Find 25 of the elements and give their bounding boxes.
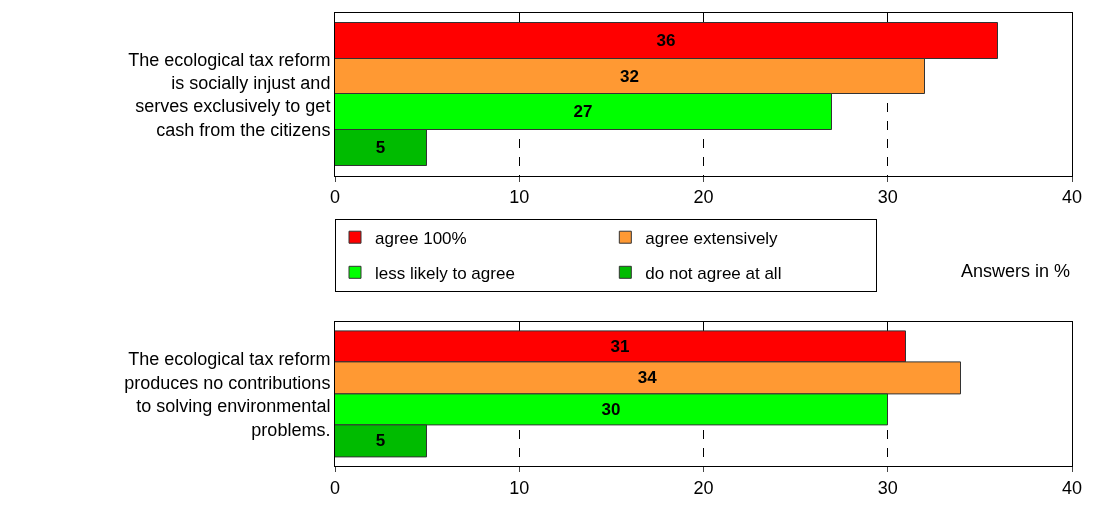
y-tick-label: The ecological tax reform is socially injust and serves exclusively to get cash from the citizens: [128, 49, 331, 140]
x-tick-label: 0: [329, 477, 341, 498]
x-tick-label: 40: [1061, 187, 1083, 208]
data-label: 32: [620, 66, 639, 86]
data-label: 36: [656, 31, 676, 50]
legend-label: do not agree at all: [645, 263, 782, 283]
legend-label: less likely to agree: [375, 263, 515, 283]
x-tick-label: 20: [693, 187, 714, 208]
data-label: 5: [375, 431, 386, 451]
legend-label: agree 100%: [375, 228, 467, 248]
data-label: 31: [610, 336, 630, 356]
legend-label: agree extensively: [645, 228, 779, 248]
x-tick-label: 10: [509, 187, 530, 208]
text: Answers in %: [961, 261, 1071, 281]
y-tick-label: The ecological tax reform produces no contributions to solving environmental problems.: [124, 349, 331, 440]
data-label: 34: [637, 368, 658, 388]
data-label: 30: [601, 399, 621, 419]
x-tick-label: 30: [877, 477, 898, 498]
x-tick-label: 40: [1061, 477, 1083, 498]
data-label: 5: [375, 138, 386, 157]
x-tick-label: 10: [509, 477, 530, 498]
x-tick-label: 20: [693, 477, 714, 498]
x-tick-label: 0: [329, 187, 341, 208]
data-label: 27: [573, 102, 593, 121]
x-tick-label: 30: [877, 187, 898, 208]
